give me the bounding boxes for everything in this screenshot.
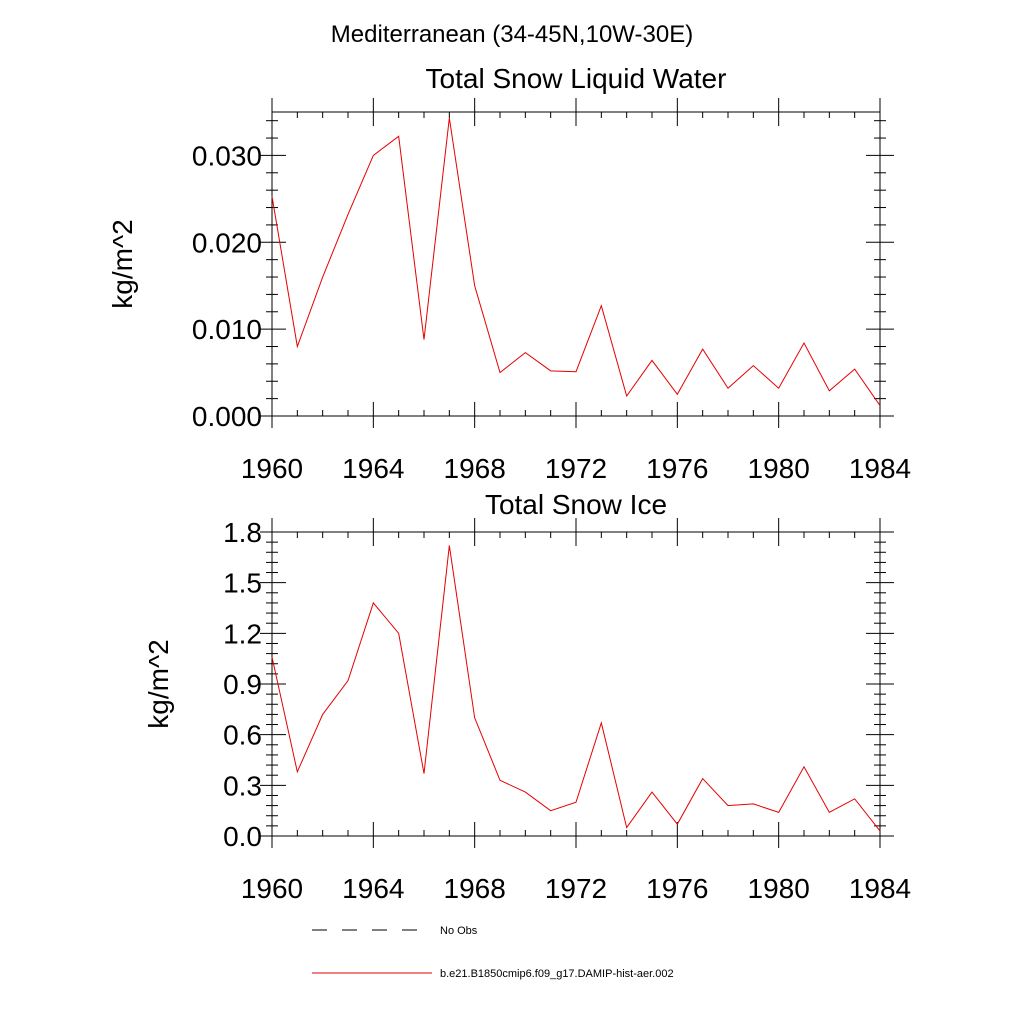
x-tick-label: 1976 — [646, 873, 708, 904]
plot-frame-ice — [271, 531, 881, 837]
y-tick-label: 0.010 — [192, 314, 262, 345]
x-tick-label: 1976 — [646, 453, 708, 484]
y-axis-label-liquid: kg/m^2 — [107, 219, 138, 308]
x-tick-label: 1980 — [748, 873, 810, 904]
x-tick-label: 1960 — [241, 453, 303, 484]
x-tick-label: 1972 — [545, 873, 607, 904]
y-tick-label: 1.5 — [223, 568, 262, 599]
y-axis-label-ice: kg/m^2 — [143, 639, 174, 728]
x-tick-label: 1968 — [444, 453, 506, 484]
x-tick-label: 1972 — [545, 453, 607, 484]
legend-label-no-obs: No Obs — [440, 925, 478, 937]
chart-title-ice: Total Snow Ice — [485, 489, 667, 520]
y-tick-label: 0.6 — [223, 720, 262, 751]
series-line-ice — [271, 545, 881, 832]
figure-title: Mediterranean (34-45N,10W-30E) — [331, 21, 693, 48]
x-tick-label: 1984 — [849, 873, 911, 904]
y-tick-label: 0.0 — [223, 821, 262, 852]
x-tick-label: 1964 — [342, 873, 404, 904]
x-tick-label: 1968 — [444, 873, 506, 904]
chart-title-liquid: Total Snow Liquid Water — [426, 63, 727, 94]
panel-snow-liquid-water: Total Snow Liquid Water kg/m^2 1960 1964 196… — [107, 63, 911, 484]
y-tick-label: 1.2 — [223, 618, 262, 649]
x-tick-label: 1980 — [748, 453, 810, 484]
y-tick-label: 0.9 — [223, 669, 262, 700]
legend: No Obs b.e21.B1850cmip6.f09_g17.DAMIP-hi… — [312, 925, 674, 980]
y-tick-label: 0.000 — [192, 401, 262, 432]
y-tick-label: 0.3 — [223, 770, 262, 801]
y-tick-label: 1.8 — [223, 517, 262, 548]
series-line-liquid — [271, 118, 881, 406]
x-tick-label: 1960 — [241, 873, 303, 904]
x-tick-label: 1964 — [342, 453, 404, 484]
y-tick-label: 0.020 — [192, 227, 262, 258]
y-tick-label: 0.030 — [192, 140, 262, 171]
x-tick-label: 1984 — [849, 453, 911, 484]
legend-label-model: b.e21.B1850cmip6.f09_g17.DAMIP-hist-aer.… — [440, 968, 674, 980]
panel-snow-ice: Total Snow Ice kg/m^2 1960 1964 1968 1972 1976… — [143, 489, 911, 904]
